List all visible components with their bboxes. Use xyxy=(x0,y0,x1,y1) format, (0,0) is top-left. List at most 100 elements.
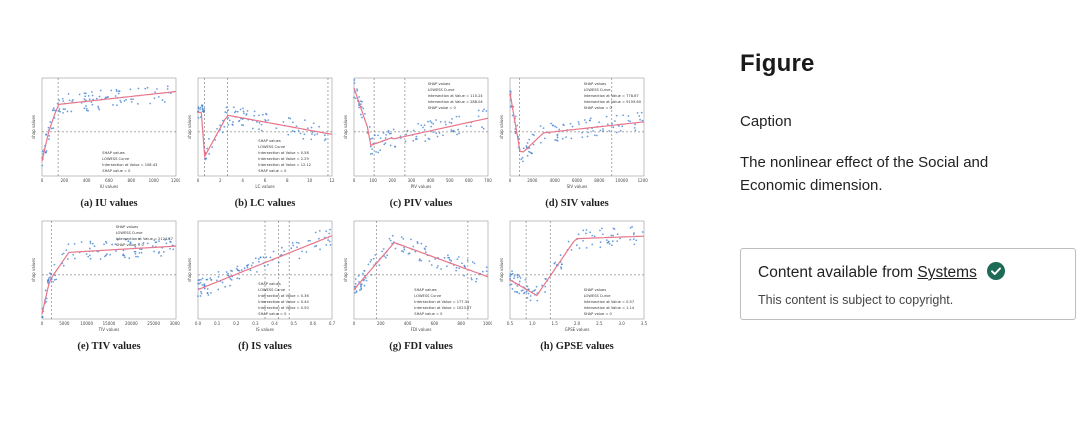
shap-point xyxy=(412,245,415,248)
shap-point xyxy=(391,234,394,237)
shap-point xyxy=(123,100,126,102)
shap-point xyxy=(520,289,523,292)
x-tick-label: 0.1 xyxy=(214,321,221,326)
legend-entry: Intersection at Value = 12.12 xyxy=(258,163,311,167)
shap-point xyxy=(402,250,405,253)
legend-entry: SHAP values xyxy=(116,225,139,229)
shap-point xyxy=(224,285,227,288)
shap-point xyxy=(469,125,472,128)
legend-entry: Intersection at Value = 2124.57 xyxy=(116,237,173,241)
shap-point xyxy=(420,124,423,127)
shap-point xyxy=(55,278,58,281)
shap-point xyxy=(296,241,298,244)
shap-point xyxy=(230,278,233,281)
shap-point xyxy=(302,137,305,140)
shap-point xyxy=(514,132,517,135)
shap-point xyxy=(553,262,556,265)
shap-point xyxy=(612,126,615,129)
shap-point xyxy=(439,120,442,123)
shap-point xyxy=(559,254,562,257)
shap-point xyxy=(636,112,639,114)
shap-point xyxy=(283,250,286,253)
legend-entry: SHAP value = 0 xyxy=(102,169,131,173)
shap-point xyxy=(62,100,65,103)
shap-point xyxy=(111,243,114,246)
x-tick-label: 0 xyxy=(41,321,44,326)
shap-point xyxy=(275,127,278,130)
x-tick-label: 600 xyxy=(465,178,473,183)
shap-point xyxy=(445,265,448,268)
shap-point xyxy=(529,151,532,154)
shap-point xyxy=(135,255,137,258)
shap-point xyxy=(298,257,301,260)
shap-point xyxy=(325,230,328,233)
systems-link[interactable]: Systems xyxy=(917,264,977,281)
legend-entry: LOWESS Curve xyxy=(584,294,612,298)
shap-point xyxy=(629,226,632,229)
caption-label: Caption xyxy=(740,113,792,130)
shap-point xyxy=(477,115,480,118)
shap-point xyxy=(70,110,73,113)
shap-point xyxy=(329,228,332,231)
shap-point xyxy=(172,248,175,251)
shap-point xyxy=(71,100,74,103)
shap-point xyxy=(618,125,620,127)
shap-point xyxy=(560,267,563,270)
panel-5: 0 5000 10000 15000 20000 25000 30000 TIV values… xyxy=(30,217,188,352)
shap-point xyxy=(158,240,160,243)
shap-point xyxy=(539,141,542,144)
shap-point xyxy=(116,238,119,241)
shap-point xyxy=(310,126,313,129)
shap-point xyxy=(567,240,570,243)
shap-point xyxy=(550,122,553,125)
shap-point xyxy=(581,131,583,134)
shap-point xyxy=(353,285,356,288)
shap-point xyxy=(526,142,529,144)
shap-point xyxy=(105,254,107,257)
shap-point xyxy=(438,131,441,134)
shap-point xyxy=(528,147,531,149)
shap-point xyxy=(287,117,290,119)
shap-point xyxy=(444,120,447,123)
shap-point xyxy=(163,101,166,103)
shap-point xyxy=(367,263,370,266)
legend-entry: Intersection at Value = 778.67 xyxy=(584,94,639,98)
shap-point xyxy=(201,277,204,280)
shap-point xyxy=(61,253,64,256)
x-tick-label: 5000 xyxy=(59,321,70,326)
shap-point xyxy=(466,259,469,262)
shap-point xyxy=(543,137,546,140)
shap-point xyxy=(312,122,315,125)
x-tick-label: 0.0 xyxy=(195,321,202,326)
shap-point xyxy=(324,138,327,140)
shap-point xyxy=(405,133,408,136)
shap-point xyxy=(66,258,69,260)
shap-point xyxy=(115,90,118,93)
shap-point xyxy=(558,128,561,131)
shap-point xyxy=(513,274,516,277)
shap-point xyxy=(410,238,412,241)
shap-point xyxy=(95,97,98,100)
shap-point xyxy=(458,115,461,118)
x-axis-label: GPSE values xyxy=(565,327,590,332)
shap-point xyxy=(522,147,525,150)
shap-point xyxy=(134,252,137,255)
shap-point xyxy=(569,122,572,125)
x-tick-label: 30000 xyxy=(170,321,180,326)
shap-point xyxy=(633,232,635,234)
shap-point xyxy=(577,121,580,123)
shap-point xyxy=(353,79,356,81)
shap-point xyxy=(316,133,319,135)
shap-point xyxy=(565,136,567,139)
x-tick-label: 0.4 xyxy=(271,321,278,326)
panel-caption: (e) TIV values xyxy=(77,341,141,352)
shap-point xyxy=(610,234,613,237)
shap-point xyxy=(83,107,86,110)
shap-point xyxy=(58,99,61,102)
shap-point xyxy=(442,134,444,137)
shap-point xyxy=(257,258,260,260)
shap-point xyxy=(198,282,200,285)
shap-point xyxy=(516,276,519,279)
legend-entry: LOWESS Curve xyxy=(414,294,442,298)
shap-point xyxy=(430,264,433,266)
